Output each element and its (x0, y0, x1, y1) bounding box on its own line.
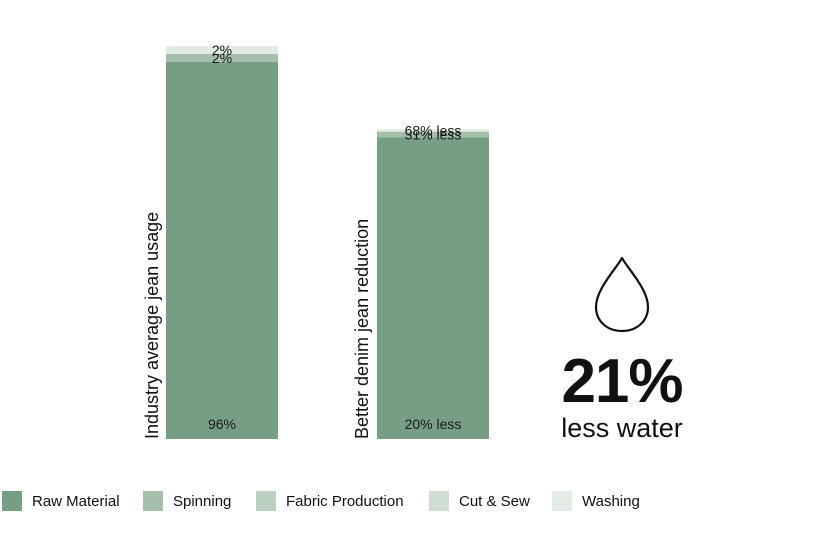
segment-label: 96% (208, 416, 236, 432)
legend-item-raw-material: Raw Material (2, 490, 120, 512)
legend-item-washing: Washing (552, 490, 640, 512)
bar-segment-washing (166, 46, 278, 54)
bar-1: 96%2%2%Industry average jean usage (142, 42, 278, 439)
bar-segment-spinning (377, 131, 489, 138)
legend-item-spinning: Spinning (143, 490, 231, 512)
legend-swatch (552, 491, 572, 511)
legend-label: Washing (582, 492, 640, 510)
bar-category-label: Better denim jean reduction (352, 219, 372, 439)
bar-segment-spinning (166, 53, 278, 62)
legend-label: Spinning (173, 492, 232, 510)
bar-segment-raw-material (377, 137, 489, 439)
legend-swatch (2, 491, 22, 511)
legend-swatch (256, 491, 276, 511)
legend-swatch (143, 491, 163, 511)
legend-swatch (429, 491, 449, 511)
stacked-bar-chart: 96%2%2%Industry average jean usage 20% le… (142, 42, 489, 439)
savings-percent: 21% (561, 347, 683, 416)
segment-label: 2% (212, 42, 232, 58)
legend-item-cut-sew: Cut & Sew (429, 490, 530, 512)
segment-label: 20% less (405, 416, 462, 432)
legend-item-fabric-production: Fabric Production (256, 490, 404, 512)
chart-legend: Raw Material Spinning Fabric Production Cut… (0, 490, 840, 512)
water-savings-callout: 21% less water (548, 255, 696, 443)
legend-label: Fabric Production (286, 492, 404, 510)
savings-text: less water (561, 413, 683, 443)
bar-category-label: Industry average jean usage (142, 212, 162, 439)
legend-label: Raw Material (32, 492, 120, 510)
legend-label: Cut & Sew (459, 492, 530, 510)
bar-segment-washing (377, 129, 489, 132)
segment-label: 68% less (405, 122, 462, 138)
water-drop-icon (594, 256, 650, 333)
bar-segment-raw-material (166, 61, 278, 439)
